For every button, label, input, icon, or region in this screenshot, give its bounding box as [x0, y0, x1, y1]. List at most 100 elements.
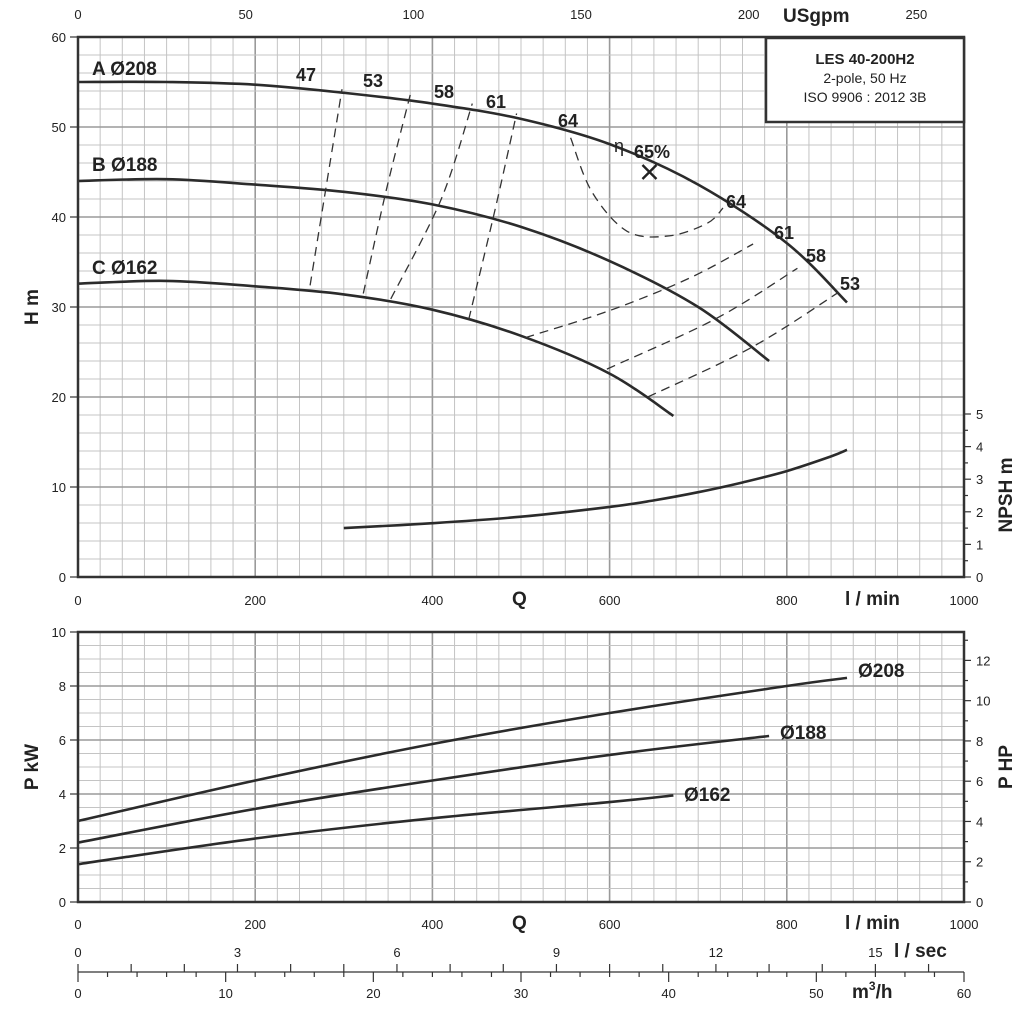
flow-tick-label-bottom: 1000	[950, 917, 979, 932]
efficiency-label-61-right: 61	[774, 223, 794, 243]
power-curve-188	[77, 734, 770, 844]
hp-tick-label: 0	[976, 895, 983, 910]
usgpm-tick-label: 0	[74, 7, 81, 22]
power-tick-label: 10	[52, 625, 66, 640]
flow-tick-label-top: 1000	[950, 593, 979, 608]
head-tick-label: 10	[52, 480, 66, 495]
head-tick-label: 40	[52, 210, 66, 225]
efficiency-contour-64	[525, 243, 754, 339]
q-label-bottom: Q	[512, 913, 527, 934]
usgpm-tick-label: 250	[906, 7, 928, 22]
hp-tick-label: 8	[976, 734, 983, 749]
curve-label-c: C Ø162	[92, 258, 157, 279]
m3h-tick-label: 60	[957, 986, 971, 1001]
m3h-axis-label: m3/h	[852, 979, 892, 1003]
curve-label-b: B Ø188	[92, 155, 157, 176]
title-box: LES 40-200H2 2-pole, 50 Hz ISO 9906 : 20…	[764, 36, 966, 124]
head-axis-label: H m	[22, 289, 43, 325]
efficiency-label-53-top: 53	[363, 71, 383, 91]
efficiency-contour-61	[468, 113, 518, 320]
efficiency-label-58-right: 58	[806, 246, 826, 266]
lsec-tick-label: 0	[74, 945, 81, 960]
lsec-axis-label: l / sec	[894, 941, 947, 962]
usgpm-tick-label: 50	[238, 7, 252, 22]
flow-tick-label-top: 200	[244, 593, 266, 608]
flow-unit-label-bottom: l / min	[845, 913, 900, 934]
flow-tick-label-top: 400	[422, 593, 444, 608]
best-efficiency-label: 65%	[634, 142, 670, 162]
npsh-tick-label: 3	[976, 472, 983, 487]
power-tick-label: 2	[59, 841, 66, 856]
head-curve-b	[77, 177, 770, 363]
curve-label-a: A Ø208	[92, 59, 157, 80]
power-tick-label: 8	[59, 679, 66, 694]
power-axis-label: P kW	[22, 744, 43, 790]
efficiency-label-47: 47	[296, 65, 316, 85]
hp-tick-label: 2	[976, 855, 983, 870]
npsh-tick-label: 4	[976, 440, 983, 455]
m3h-tick-label: 10	[218, 986, 232, 1001]
model-name: LES 40-200H2	[815, 51, 914, 68]
q-label-top: Q	[512, 589, 527, 610]
speed-info: 2-pole, 50 Hz	[823, 70, 906, 86]
usgpm-axis-label: USgpm	[783, 6, 850, 27]
flow-tick-label-bottom: 0	[74, 917, 81, 932]
lsec-tick-label: 6	[393, 945, 400, 960]
power-tick-label: 4	[59, 787, 66, 802]
flow-tick-label-bottom: 600	[599, 917, 621, 932]
efficiency-label-64-right: 64	[726, 192, 746, 212]
efficiency-contour-61	[606, 267, 798, 370]
npsh-tick-label: 1	[976, 537, 983, 552]
efficiency-contour-58	[390, 103, 473, 300]
head-curve-c	[77, 279, 675, 417]
power-chart-grid	[78, 632, 964, 902]
npsh-curve	[343, 448, 848, 530]
power-label-208: Ø208	[858, 661, 904, 682]
hp-tick-label: 4	[976, 814, 983, 829]
flow-tick-label-top: 600	[599, 593, 621, 608]
power-curve-208	[77, 676, 848, 823]
efficiency-label-64-top: 64	[558, 111, 578, 131]
lsec-tick-label: 15	[868, 945, 882, 960]
efficiency-contour-64	[569, 137, 724, 238]
head-chart-grid	[78, 37, 964, 577]
power-label-162: Ø162	[684, 785, 730, 806]
head-tick-label: 60	[52, 30, 66, 45]
efficiency-contour-47	[309, 89, 343, 286]
head-curve-a	[77, 80, 848, 304]
lsec-tick-label: 12	[709, 945, 723, 960]
head-tick-label: 0	[59, 570, 66, 585]
power-curve-162	[77, 794, 674, 866]
hp-tick-label: 6	[976, 774, 983, 789]
hp-axis-label: P HP	[996, 745, 1017, 789]
efficiency-label-61-top: 61	[486, 92, 506, 112]
npsh-tick-label: 2	[976, 505, 983, 520]
m3h-tick-label: 0	[74, 986, 81, 1001]
head-chart-frame	[76, 35, 966, 579]
standard-info: ISO 9906 : 2012 3B	[804, 89, 927, 105]
npsh-tick-label: 0	[976, 570, 983, 585]
flow-tick-label-bottom: 800	[776, 917, 798, 932]
head-tick-label: 50	[52, 120, 66, 135]
lsec-tick-label: 9	[553, 945, 560, 960]
best-efficiency-point	[641, 164, 658, 180]
m3h-tick-label: 30	[514, 986, 528, 1001]
usgpm-tick-label: 100	[402, 7, 424, 22]
npsh-tick-label: 5	[976, 407, 983, 422]
usgpm-tick-label: 200	[738, 7, 760, 22]
power-label-188: Ø188	[780, 723, 826, 744]
m3h-tick-label: 50	[809, 986, 823, 1001]
m3h-tick-label: 20	[366, 986, 380, 1001]
usgpm-tick-label: 150	[570, 7, 592, 22]
m3h-tick-label: 40	[661, 986, 675, 1001]
efficiency-label-53-right: 53	[840, 274, 860, 294]
power-tick-label: 0	[59, 895, 66, 910]
lsec-tick-label: 3	[234, 945, 241, 960]
hp-tick-label: 10	[976, 694, 990, 709]
flow-tick-label-bottom: 200	[244, 917, 266, 932]
flow-tick-label-top: 800	[776, 593, 798, 608]
efficiency-symbol: η	[614, 136, 624, 156]
efficiency-contour-53	[362, 94, 411, 294]
head-tick-label: 30	[52, 300, 66, 315]
